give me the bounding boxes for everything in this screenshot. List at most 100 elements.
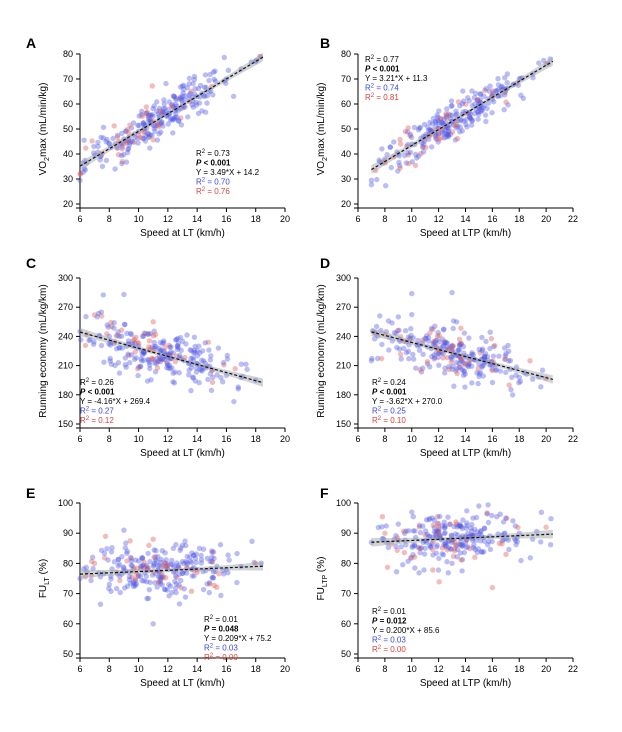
data-point	[456, 336, 463, 342]
data-point	[383, 329, 389, 335]
data-point	[106, 140, 112, 146]
data-point	[452, 548, 458, 554]
data-point	[539, 367, 546, 373]
data-point	[159, 119, 165, 125]
x-tick-label: 18	[251, 214, 261, 224]
data-point	[192, 343, 198, 350]
data-point	[469, 533, 475, 539]
data-point	[155, 111, 161, 117]
data-point	[207, 371, 213, 377]
data-point	[169, 101, 175, 108]
data-point	[453, 519, 459, 525]
data-point	[436, 350, 442, 356]
data-point	[147, 145, 153, 151]
data-point	[485, 519, 492, 526]
data-point	[161, 560, 168, 566]
data-point	[428, 128, 434, 134]
data-point	[149, 344, 155, 350]
data-point	[155, 122, 161, 128]
data-point	[492, 342, 498, 349]
data-point	[477, 350, 483, 356]
data-point	[397, 136, 403, 143]
data-point	[481, 356, 487, 362]
y-tick-label: 150	[58, 419, 73, 429]
data-point	[175, 335, 181, 342]
x-tick-label: 6	[355, 664, 360, 674]
data-point	[397, 165, 403, 171]
data-point	[435, 139, 441, 145]
data-point	[508, 386, 514, 393]
data-point	[462, 360, 468, 367]
data-point	[395, 168, 401, 174]
data-point	[141, 559, 147, 565]
data-point	[506, 358, 512, 364]
data-point	[223, 80, 229, 87]
data-point	[131, 579, 137, 585]
data-point	[460, 88, 466, 94]
data-point	[447, 112, 453, 118]
data-point	[372, 329, 378, 336]
data-point	[459, 356, 465, 362]
data-point	[112, 362, 118, 369]
data-point	[140, 121, 147, 127]
data-point	[158, 121, 164, 127]
data-point	[108, 573, 114, 579]
data-point	[428, 543, 434, 550]
data-point	[466, 361, 472, 367]
data-point	[209, 548, 215, 554]
data-point	[127, 360, 133, 366]
data-point	[149, 355, 155, 362]
data-point	[378, 355, 385, 362]
data-point	[478, 529, 484, 535]
data-point	[467, 545, 473, 552]
data-point	[432, 118, 439, 125]
data-point	[145, 357, 152, 364]
data-point	[108, 549, 115, 555]
data-point	[434, 542, 440, 548]
data-point	[122, 321, 128, 328]
data-point	[479, 334, 485, 341]
data-point	[91, 560, 98, 567]
data-point	[418, 369, 425, 375]
data-point	[423, 144, 429, 151]
data-point	[171, 94, 178, 100]
data-point	[129, 563, 135, 569]
data-point	[179, 97, 185, 104]
data-point	[152, 580, 158, 586]
data-point	[515, 524, 521, 531]
data-point	[427, 127, 433, 133]
x-tick-label: 16	[221, 664, 231, 674]
data-point	[141, 578, 147, 584]
data-point	[465, 362, 471, 369]
data-point	[133, 577, 139, 584]
data-point	[164, 359, 170, 366]
data-point	[434, 544, 440, 550]
data-point	[450, 122, 457, 128]
data-point	[91, 143, 97, 150]
data-point	[158, 355, 164, 361]
data-point	[468, 525, 474, 531]
data-point	[457, 124, 463, 130]
data-point	[182, 594, 189, 600]
data-point	[482, 112, 489, 118]
data-point	[134, 565, 140, 571]
panel-label: E	[26, 485, 35, 501]
data-point	[543, 524, 549, 530]
data-point	[476, 371, 483, 377]
data-point	[456, 353, 462, 359]
data-point	[230, 93, 237, 100]
data-point	[155, 567, 161, 573]
data-point	[489, 379, 496, 386]
data-point	[140, 120, 146, 126]
data-point	[140, 135, 146, 141]
y-axis-label: Running economy (mL/kg/km)	[316, 284, 327, 417]
data-point	[146, 118, 152, 125]
data-point	[92, 152, 98, 159]
data-point	[204, 581, 210, 587]
data-point	[403, 339, 410, 345]
data-point	[416, 524, 422, 530]
data-point	[86, 337, 92, 344]
data-point	[413, 151, 419, 158]
